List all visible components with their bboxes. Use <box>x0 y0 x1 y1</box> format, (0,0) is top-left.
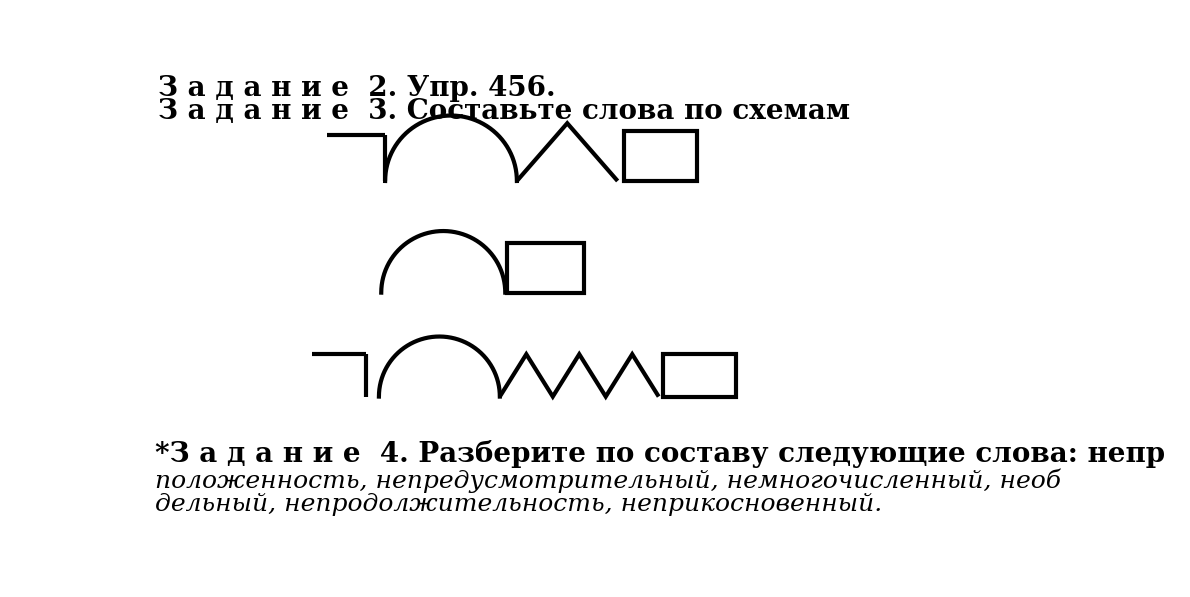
Bar <box>663 354 737 396</box>
Bar <box>624 131 697 181</box>
Bar <box>507 242 584 293</box>
Text: положенность, непредусмотрительный, немногочисленный, необ: положенность, непредусмотрительный, немн… <box>155 468 1061 493</box>
Text: *З а д а н и е  4. Разберите по составу следующие слова: непр: *З а д а н и е 4. Разберите по составу с… <box>155 441 1165 469</box>
Text: З а д а н и е  3. Составьте слова по схемам: З а д а н и е 3. Составьте слова по схем… <box>158 98 850 125</box>
Text: дельный, непродолжительность, неприкосновенный.: дельный, непродолжительность, неприкосно… <box>155 493 882 516</box>
Text: З а д а н и е  2. Упр. 456.: З а д а н и е 2. Упр. 456. <box>158 75 556 103</box>
